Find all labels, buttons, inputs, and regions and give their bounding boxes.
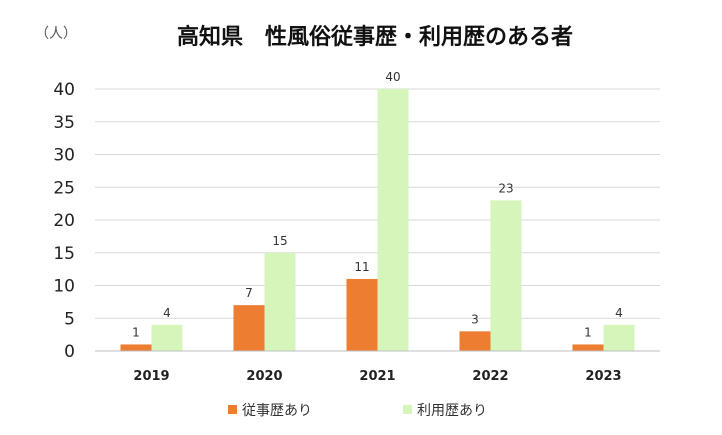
x-tick-label: 2022 — [472, 369, 508, 384]
data-label: 15 — [272, 234, 287, 248]
unit-label: （人） — [35, 26, 77, 42]
legend-label: 利用歴あり — [417, 403, 487, 419]
data-label: 1 — [132, 325, 140, 339]
data-label: 4 — [615, 306, 623, 320]
y-tick-label: 35 — [53, 113, 75, 133]
y-tick-label: 30 — [53, 146, 75, 166]
x-tick-label: 2020 — [246, 369, 282, 384]
y-axis-ticks: 0 5 10 15 20 25 30 35 40 — [53, 80, 75, 362]
y-tick-label: 0 — [64, 342, 75, 362]
chart-title: 高知県 性風俗従事歴・利用歴のある者 — [177, 24, 573, 50]
bar-usage — [377, 89, 409, 351]
legend-label: 従事歴あり — [242, 403, 312, 419]
legend-swatch — [403, 405, 412, 414]
bar-employment — [459, 331, 491, 351]
bar-usage — [490, 200, 522, 351]
bar-usage — [603, 324, 635, 351]
legend-swatch — [228, 405, 237, 414]
legend: 従事歴あり 利用歴あり — [228, 403, 487, 419]
x-tick-label: 2023 — [585, 369, 621, 384]
y-tick-label: 25 — [53, 178, 75, 198]
data-label: 4 — [163, 306, 171, 320]
data-labels: 1 4 7 15 11 40 3 23 1 4 — [132, 70, 623, 339]
bar-employment — [120, 344, 152, 351]
y-tick-label: 20 — [53, 211, 75, 231]
bars — [120, 89, 635, 351]
y-tick-label: 10 — [53, 277, 75, 297]
bar-employment — [572, 344, 604, 351]
bar-employment — [346, 278, 378, 351]
x-tick-label: 2019 — [133, 369, 169, 384]
y-tick-label: 5 — [64, 309, 75, 329]
data-label: 11 — [354, 260, 369, 274]
x-tick-label: 2021 — [359, 369, 395, 384]
y-tick-label: 15 — [53, 244, 75, 264]
data-label: 1 — [584, 325, 592, 339]
bar-usage — [151, 324, 183, 351]
data-label: 23 — [498, 181, 513, 195]
data-label: 3 — [471, 312, 479, 326]
data-label: 7 — [245, 286, 253, 300]
y-tick-label: 40 — [53, 80, 75, 100]
data-label: 40 — [385, 70, 400, 84]
bar-employment — [233, 305, 265, 351]
x-axis-ticks: 2019 2020 2021 2022 2023 — [133, 369, 621, 384]
bar-usage — [264, 252, 296, 351]
